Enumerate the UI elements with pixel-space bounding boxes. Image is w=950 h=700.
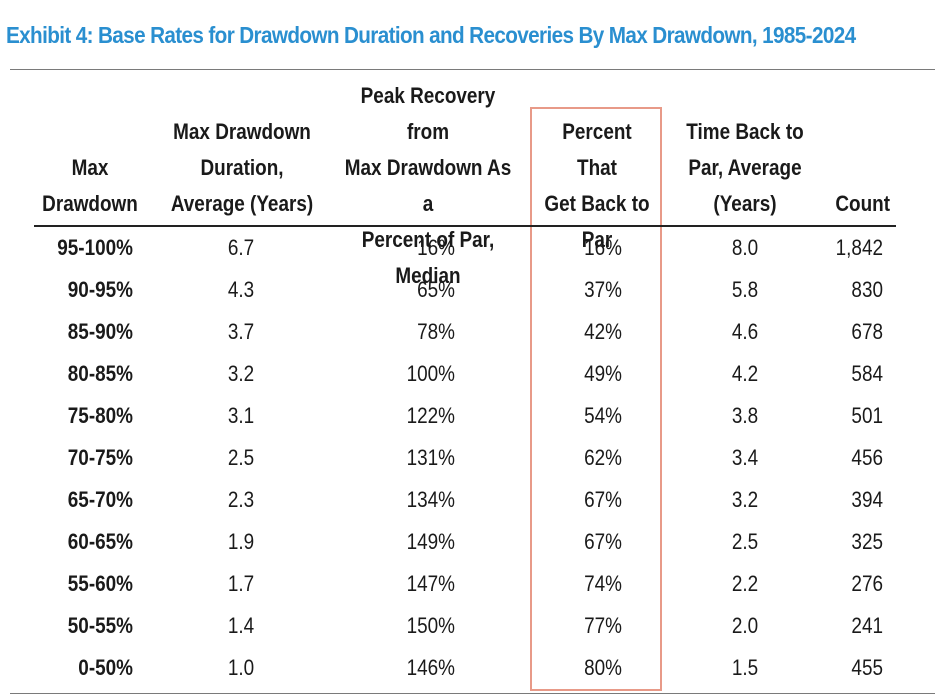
- column-header-line: (Years): [713, 191, 777, 216]
- table-cell: 584: [851, 361, 883, 386]
- table-cell: 3.7: [227, 319, 255, 344]
- table-cell: 146%: [406, 655, 455, 680]
- column-header-line: Max Drawdown: [173, 119, 311, 144]
- table-cell: 134%: [406, 487, 455, 512]
- column-header-5: Time Back to Par, Average (Years): [681, 114, 810, 222]
- table-cell: 2.2: [731, 571, 759, 596]
- table-cell: 3.2: [731, 487, 759, 512]
- column-header-3: Peak Recovery from Max Drawdown As a Perce…: [342, 78, 514, 294]
- row-label: 50-55%: [67, 613, 133, 638]
- column-header-line: Count: [835, 191, 890, 216]
- table-cell: 80%: [584, 655, 622, 680]
- table-cell: 3.2: [227, 361, 255, 386]
- table-cell: 3.4: [731, 445, 759, 470]
- row-label: 0-50%: [78, 655, 133, 680]
- column-header-line: Percent That: [562, 119, 632, 180]
- table-cell: 276: [851, 571, 883, 596]
- row-label: 60-65%: [67, 529, 133, 554]
- table-cell: 3.8: [731, 403, 759, 428]
- column-header-line: Max Drawdown As a: [344, 155, 512, 216]
- table-cell: 77%: [584, 613, 622, 638]
- row-label: 65-70%: [67, 487, 133, 512]
- table-cell: 3.1: [227, 403, 255, 428]
- table-cell: 1.0: [227, 655, 255, 680]
- table-cell: 67%: [584, 529, 622, 554]
- column-header-line: Time Back to: [686, 119, 804, 144]
- exhibit-title: Exhibit 4: Base Rates for Drawdown Durat…: [6, 22, 856, 48]
- table-cell: 8.0: [731, 235, 759, 260]
- column-header-line: Max: [71, 155, 109, 180]
- table-cell: 131%: [406, 445, 455, 470]
- table-cell: 5.8: [731, 277, 759, 302]
- column-header-4: Percent That Get Back to Par: [541, 114, 653, 258]
- row-label: 90-95%: [67, 277, 133, 302]
- table-cell: 455: [851, 655, 883, 680]
- header-rule: [34, 225, 896, 227]
- column-header-line: Average (Years): [170, 191, 314, 216]
- table-cell: 241: [851, 613, 883, 638]
- row-label: 95-100%: [57, 235, 133, 260]
- row-label: 85-90%: [67, 319, 133, 344]
- table-cell: 122%: [406, 403, 455, 428]
- table-cell: 678: [851, 319, 883, 344]
- column-header-6: Count: [787, 186, 890, 222]
- table-cell: 1.5: [731, 655, 759, 680]
- table-cell: 1.7: [227, 571, 255, 596]
- table-cell: 54%: [584, 403, 622, 428]
- column-header-1: Max Drawdown: [34, 150, 146, 222]
- column-header-line: Duration,: [200, 155, 284, 180]
- table-cell: 16%: [417, 235, 455, 260]
- table-cell: 42%: [584, 319, 622, 344]
- bottom-rule: [10, 693, 935, 694]
- table-cell: 49%: [584, 361, 622, 386]
- table-cell: 78%: [417, 319, 455, 344]
- table-cell: 65%: [417, 277, 455, 302]
- column-header-line: Median: [395, 263, 461, 288]
- table-cell: 74%: [584, 571, 622, 596]
- row-label: 70-75%: [67, 445, 133, 470]
- table-cell: 67%: [584, 487, 622, 512]
- column-header-2: Max Drawdown Duration, Average (Years): [160, 114, 323, 222]
- table-cell: 16%: [584, 235, 622, 260]
- table-cell: 456: [851, 445, 883, 470]
- column-header-line: Peak Recovery from: [360, 83, 496, 144]
- column-header-line: Get Back to: [544, 191, 650, 216]
- table-cell: 1.4: [227, 613, 255, 638]
- row-label: 75-80%: [67, 403, 133, 428]
- table-cell: 62%: [584, 445, 622, 470]
- highlighted-column-box: [530, 107, 662, 691]
- table-cell: 394: [851, 487, 883, 512]
- table-cell: 100%: [406, 361, 455, 386]
- column-header-line: Par, Average: [688, 155, 802, 180]
- column-header-line: Par: [581, 227, 613, 252]
- row-label: 80-85%: [67, 361, 133, 386]
- table-cell: 1,842: [835, 235, 883, 260]
- column-header-line: Percent of Par,: [361, 227, 495, 252]
- table-cell: 149%: [406, 529, 455, 554]
- table-cell: 4.2: [731, 361, 759, 386]
- table-cell: 325: [851, 529, 883, 554]
- table-cell: 830: [851, 277, 883, 302]
- table-cell: 2.5: [227, 445, 255, 470]
- table-cell: 501: [851, 403, 883, 428]
- table-cell: 37%: [584, 277, 622, 302]
- table-cell: 1.9: [227, 529, 255, 554]
- row-label: 55-60%: [67, 571, 133, 596]
- table-cell: 2.0: [731, 613, 759, 638]
- table-cell: 2.3: [227, 487, 255, 512]
- table-cell: 6.7: [227, 235, 255, 260]
- column-header-line: Drawdown: [42, 191, 138, 216]
- table-cell: 4.6: [731, 319, 759, 344]
- table-cell: 4.3: [227, 277, 255, 302]
- table-cell: 2.5: [731, 529, 759, 554]
- top-rule: [10, 69, 935, 70]
- table-cell: 147%: [406, 571, 455, 596]
- table-cell: 150%: [406, 613, 455, 638]
